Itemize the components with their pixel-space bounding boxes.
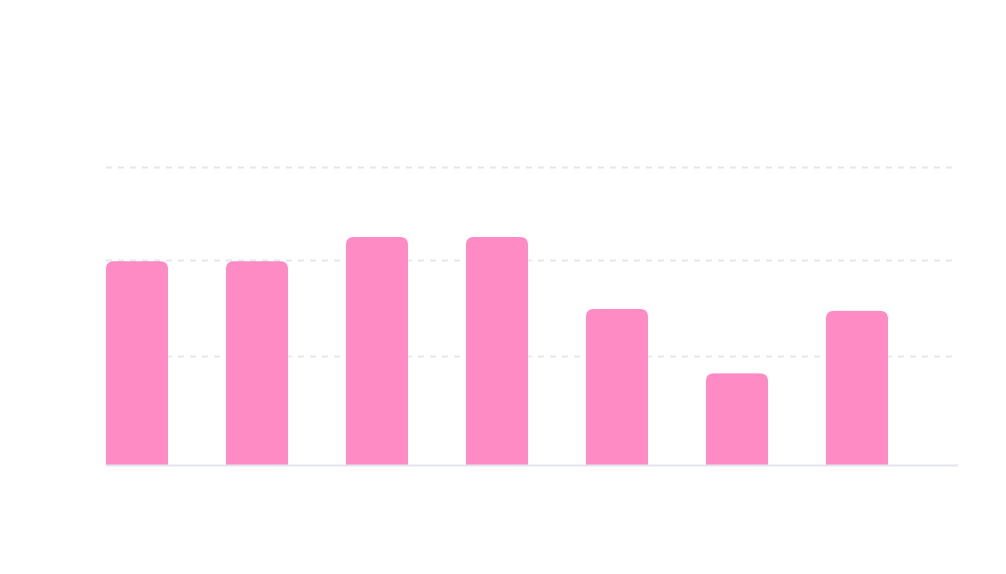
bar-4 — [466, 237, 528, 465]
bar-3 — [346, 237, 408, 465]
bar-7 — [826, 310, 888, 465]
bar-2 — [226, 261, 288, 465]
bar-6 — [706, 373, 768, 465]
gridlines — [106, 166, 958, 358]
bars — [106, 237, 888, 465]
bar-1 — [106, 261, 168, 465]
bar-5 — [586, 308, 648, 465]
